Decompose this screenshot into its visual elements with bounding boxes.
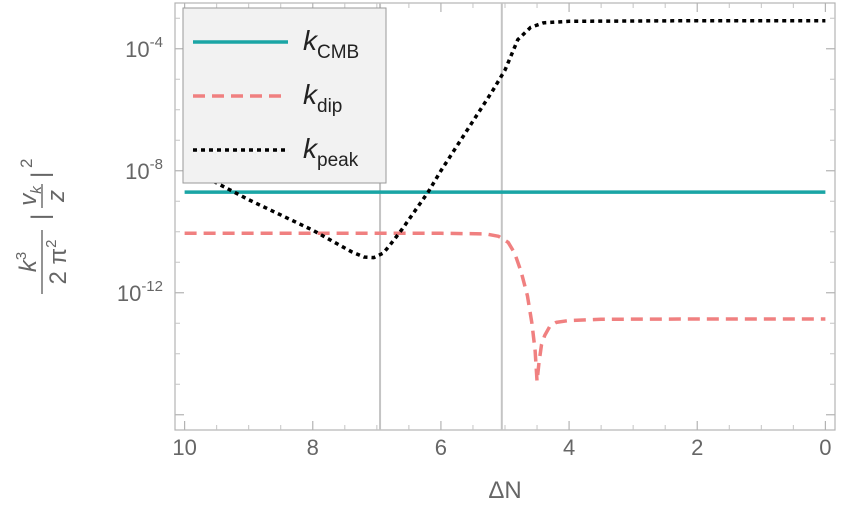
y-tick-label-power: -8	[150, 156, 163, 173]
series-line-peak	[183, 18, 826, 260]
y-tick-label-power: -4	[150, 34, 163, 51]
x-tick-label-2: 6	[435, 435, 447, 460]
y-axis-title-abs-close: |	[27, 172, 54, 178]
y-axis-title-abs-open: |	[27, 214, 54, 220]
y-axis-title-k: k	[15, 258, 42, 272]
y-axis-title-power: 2	[17, 159, 36, 168]
series-group	[183, 18, 826, 383]
series-line-dip	[184, 231, 826, 383]
vertical-lines	[379, 3, 503, 430]
axis-ticks: 10 8 6 4 2 010-410-810-12	[117, 3, 835, 460]
y-axis-title-vk: vk	[15, 185, 45, 206]
legend-label-peak: kpeak	[303, 133, 359, 171]
y-axis-title-2pi: 2 π	[45, 248, 72, 285]
legend-label-cmb: kCMB	[303, 25, 359, 63]
legend-label-peak-main: k	[303, 133, 319, 164]
legend-label-cmb-main: k	[303, 25, 319, 56]
legend-label-peak-sub: peak	[317, 150, 359, 171]
y-axis-title-k3: k3	[13, 252, 42, 272]
legend: kCMB kdip kpeak	[182, 7, 387, 184]
y-axis-title-denominator: 2 π2	[43, 240, 72, 285]
y-axis-title-v: v	[15, 192, 42, 206]
legend-label-dip: kdip	[303, 79, 342, 117]
y-tick-label-1: 10-8	[125, 156, 163, 184]
y-axis-title-k-sup: 3	[13, 252, 30, 260]
y-tick-label-base: 10	[117, 281, 141, 306]
legend-label-dip-sub: dip	[317, 96, 342, 117]
y-axis-title-z: z	[43, 190, 70, 203]
y-tick-label-0: 10-4	[125, 34, 163, 62]
y-tick-label-base: 10	[125, 37, 149, 62]
x-tick-label-4: 2	[691, 435, 703, 460]
y-axis-title: k3 2 π2 | vk z | 2	[13, 159, 72, 294]
x-tick-label-3: 4	[563, 435, 575, 460]
legend-label-cmb-sub: CMB	[317, 42, 359, 63]
legend-label-dip-main: k	[303, 79, 319, 110]
x-tick-label-5: 0	[819, 435, 831, 460]
y-tick-label-power: -12	[141, 278, 163, 295]
y-axis-title-2pi-sup: 2	[43, 240, 60, 248]
y-tick-label-base: 10	[125, 159, 149, 184]
y-axis-title-v-sub: k	[28, 185, 45, 194]
y-tick-label-2: 10-12	[117, 278, 163, 306]
x-tick-label-0: 10	[172, 435, 196, 460]
x-tick-label-1: 8	[307, 435, 319, 460]
x-axis-title: ΔN	[488, 477, 521, 504]
